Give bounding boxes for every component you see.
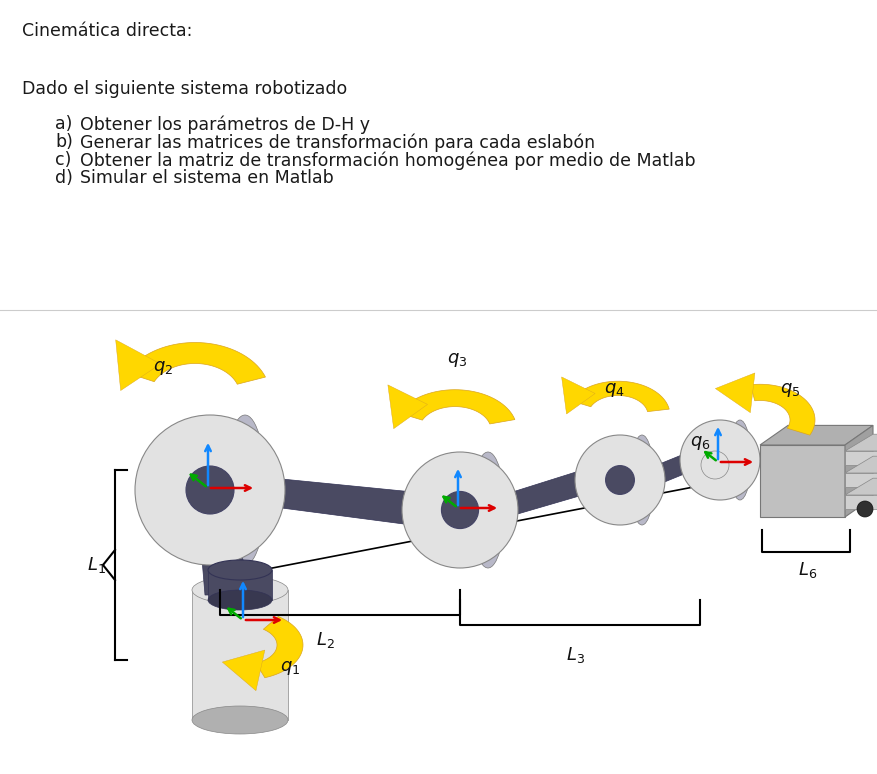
Circle shape — [135, 415, 285, 565]
Text: Obtener la matriz de transformación homogénea por medio de Matlab: Obtener la matriz de transformación homo… — [80, 151, 695, 170]
Text: d): d) — [55, 169, 73, 187]
Text: Generar las matrices de transformación para cada eslabón: Generar las matrices de transformación p… — [80, 133, 595, 152]
Text: a): a) — [55, 115, 72, 133]
Bar — [759, 445, 844, 517]
Ellipse shape — [700, 451, 728, 479]
Ellipse shape — [471, 452, 504, 568]
Ellipse shape — [686, 437, 742, 493]
Text: Dado el siguiente sistema robotizado: Dado el siguiente sistema robotizado — [22, 80, 347, 98]
Polygon shape — [844, 456, 877, 473]
Polygon shape — [491, 467, 590, 522]
Circle shape — [574, 435, 664, 525]
Polygon shape — [398, 389, 514, 424]
Circle shape — [441, 491, 478, 529]
Circle shape — [402, 452, 517, 568]
Polygon shape — [844, 478, 877, 495]
Ellipse shape — [192, 576, 288, 604]
Text: $q_5$: $q_5$ — [779, 381, 799, 399]
Polygon shape — [759, 426, 872, 445]
Ellipse shape — [728, 420, 750, 500]
Polygon shape — [222, 650, 265, 690]
Polygon shape — [200, 535, 225, 595]
Bar — [844, 473, 877, 487]
Ellipse shape — [208, 560, 272, 580]
Text: Cinemática directa:: Cinemática directa: — [22, 22, 192, 40]
Text: $q_3$: $q_3$ — [446, 351, 467, 369]
Text: $L_1$: $L_1$ — [87, 555, 105, 575]
Polygon shape — [127, 343, 265, 384]
Text: $q_1$: $q_1$ — [280, 659, 300, 677]
Polygon shape — [570, 382, 668, 412]
Bar — [844, 495, 877, 509]
Polygon shape — [561, 377, 595, 414]
Polygon shape — [116, 340, 160, 391]
Text: b): b) — [55, 133, 73, 151]
Circle shape — [856, 501, 872, 517]
Polygon shape — [208, 570, 272, 600]
Bar — [844, 451, 877, 465]
Text: $q_6$: $q_6$ — [689, 434, 709, 452]
Polygon shape — [256, 617, 303, 678]
Text: $L_3$: $L_3$ — [565, 645, 584, 665]
Polygon shape — [750, 384, 814, 435]
Ellipse shape — [629, 435, 653, 525]
Text: $q_4$: $q_4$ — [603, 381, 624, 399]
Polygon shape — [388, 385, 427, 429]
Polygon shape — [644, 450, 693, 490]
Circle shape — [679, 420, 759, 500]
Text: $L_2$: $L_2$ — [315, 630, 334, 650]
Circle shape — [605, 466, 634, 495]
Polygon shape — [200, 512, 247, 570]
Polygon shape — [844, 426, 872, 517]
Polygon shape — [192, 590, 288, 720]
Text: $q_2$: $q_2$ — [153, 359, 173, 377]
Text: c): c) — [55, 151, 71, 169]
Text: $L_6$: $L_6$ — [797, 560, 816, 580]
Polygon shape — [715, 373, 754, 413]
Polygon shape — [844, 434, 877, 451]
Polygon shape — [251, 476, 424, 527]
Ellipse shape — [208, 590, 272, 610]
Ellipse shape — [192, 706, 288, 734]
Ellipse shape — [224, 415, 266, 565]
Text: Simular el sistema en Matlab: Simular el sistema en Matlab — [80, 169, 333, 187]
Text: Obtener los parámetros de D-H y: Obtener los parámetros de D-H y — [80, 115, 369, 133]
Circle shape — [186, 466, 234, 514]
